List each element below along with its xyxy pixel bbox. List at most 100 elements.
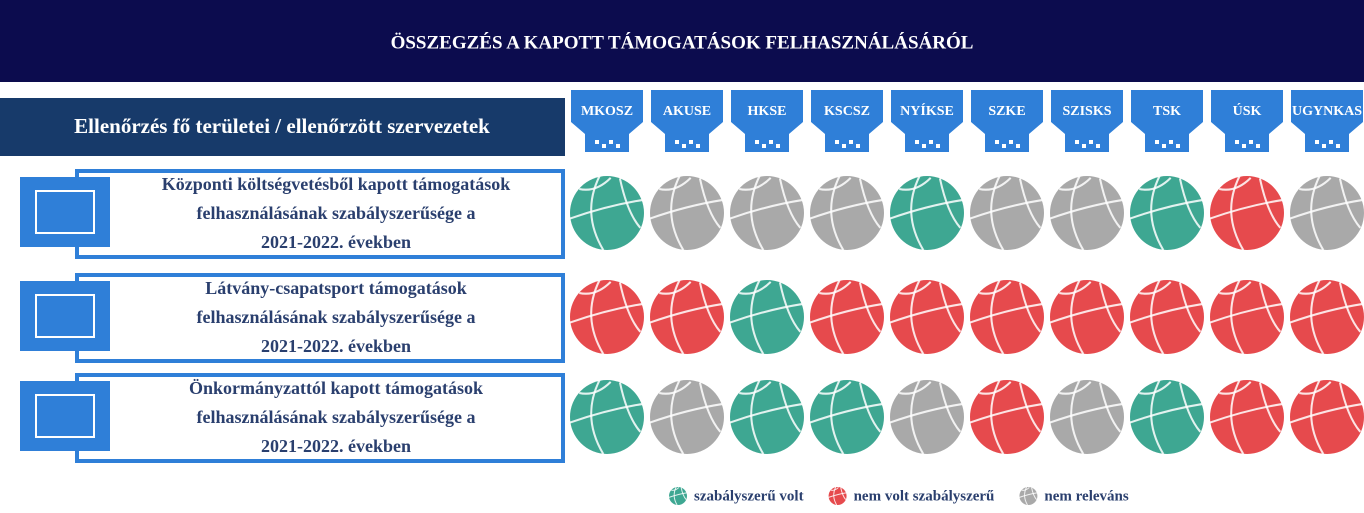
badge-net <box>842 144 846 148</box>
row-label: 2021-2022. években <box>261 436 411 456</box>
ball-seam <box>899 177 932 191</box>
ball-seam <box>990 379 1005 455</box>
ball-body <box>970 280 1044 354</box>
ball-seam <box>659 177 692 191</box>
badge-net <box>1256 144 1260 148</box>
ball-seam <box>809 403 883 424</box>
ball-seam <box>698 178 722 229</box>
ball-seam <box>1070 379 1085 455</box>
badge-net <box>922 144 926 148</box>
status-ball <box>809 279 884 355</box>
ball-seam <box>569 303 643 324</box>
status-ball <box>1209 175 1284 251</box>
ball-body <box>1290 380 1364 454</box>
status-ball <box>1049 279 1124 355</box>
ball-seam <box>729 403 803 424</box>
badge-net <box>1016 144 1020 148</box>
org-label: SZISKS <box>1062 104 1111 119</box>
ball-seam <box>858 382 882 433</box>
ball-seam <box>1219 177 1252 191</box>
ball-seam <box>778 178 802 229</box>
status-ball <box>1289 379 1364 455</box>
ball-seam <box>1178 282 1202 333</box>
ball-seam <box>1310 379 1325 455</box>
ball-seam <box>729 199 803 220</box>
org-label: TSK <box>1153 104 1181 119</box>
ball-seam <box>910 279 925 355</box>
ball-seam <box>739 177 772 191</box>
org-label: AKUSE <box>663 104 711 119</box>
ball-seam <box>670 175 685 251</box>
ball-seam <box>1150 279 1165 355</box>
row-label: felhasználásának szabályszerűsége a <box>197 203 476 223</box>
status-ball <box>649 279 724 355</box>
badge-net <box>1075 140 1079 144</box>
legend-label: nem releváns <box>1044 488 1128 504</box>
org-badge <box>811 90 883 152</box>
ball-seam <box>828 492 847 498</box>
ball-seam <box>1059 281 1092 295</box>
ball-seam <box>579 281 612 295</box>
ball-seam <box>1289 199 1363 220</box>
badge-net <box>936 144 940 148</box>
org-badge <box>971 90 1043 152</box>
ball-seam <box>1018 382 1042 433</box>
badge-net <box>616 144 620 148</box>
ball-body <box>890 280 964 354</box>
row-label: felhasználásának szabályszerűsége a <box>197 307 476 327</box>
badge-net <box>1242 144 1246 148</box>
ball-body <box>730 380 804 454</box>
ball-seam <box>670 279 685 355</box>
ball-seam <box>1258 382 1282 433</box>
ball-seam <box>1150 175 1165 251</box>
ball-seam <box>1230 175 1245 251</box>
status-ball <box>729 279 804 355</box>
badge-net <box>696 144 700 148</box>
badge-net <box>1002 144 1006 148</box>
ball-seam <box>990 175 1005 251</box>
org-label: HKSE <box>748 104 787 119</box>
ball-body <box>810 380 884 454</box>
ball-seam <box>969 403 1043 424</box>
row-label: Látvány-csapatsport támogatások <box>205 278 467 298</box>
badge-net <box>995 140 999 144</box>
ball-seam <box>819 381 852 395</box>
legend-label: nem volt szabályszerű <box>854 488 995 504</box>
status-ball <box>809 379 884 455</box>
ball-seam <box>1070 175 1085 251</box>
ball-seam <box>649 199 723 220</box>
status-ball <box>1049 379 1124 455</box>
row-label: Központi költségvetésből kapott támogatá… <box>162 174 511 194</box>
row-icon-inner <box>35 294 95 338</box>
ball-seam <box>698 382 722 433</box>
row-box <box>75 169 565 259</box>
ball-body <box>970 176 1044 250</box>
org-badge <box>1291 90 1363 152</box>
ball-seam <box>899 381 932 395</box>
ball-seam <box>778 282 802 333</box>
status-ball <box>969 175 1044 251</box>
ball-seam <box>889 403 963 424</box>
ball-seam <box>1299 281 1332 295</box>
row-header-box <box>0 98 565 156</box>
ball-body <box>650 176 724 250</box>
badge-net <box>682 144 686 148</box>
status-ball <box>1209 279 1284 355</box>
ball-body <box>730 176 804 250</box>
badge-net <box>595 140 599 144</box>
legend-swatch <box>828 486 847 506</box>
badge-net <box>1169 140 1173 144</box>
ball-seam <box>1049 199 1123 220</box>
badge-net <box>762 144 766 148</box>
badge-net <box>856 144 860 148</box>
ball-seam <box>1150 379 1165 455</box>
row-box <box>75 273 565 363</box>
ball-seam <box>1021 487 1030 491</box>
org-label: NYÍKSE <box>900 102 954 119</box>
ball-seam <box>618 282 642 333</box>
ball-seam <box>1019 492 1038 498</box>
status-ball <box>649 379 724 455</box>
badge-net <box>849 140 853 144</box>
ball-body <box>570 380 644 454</box>
